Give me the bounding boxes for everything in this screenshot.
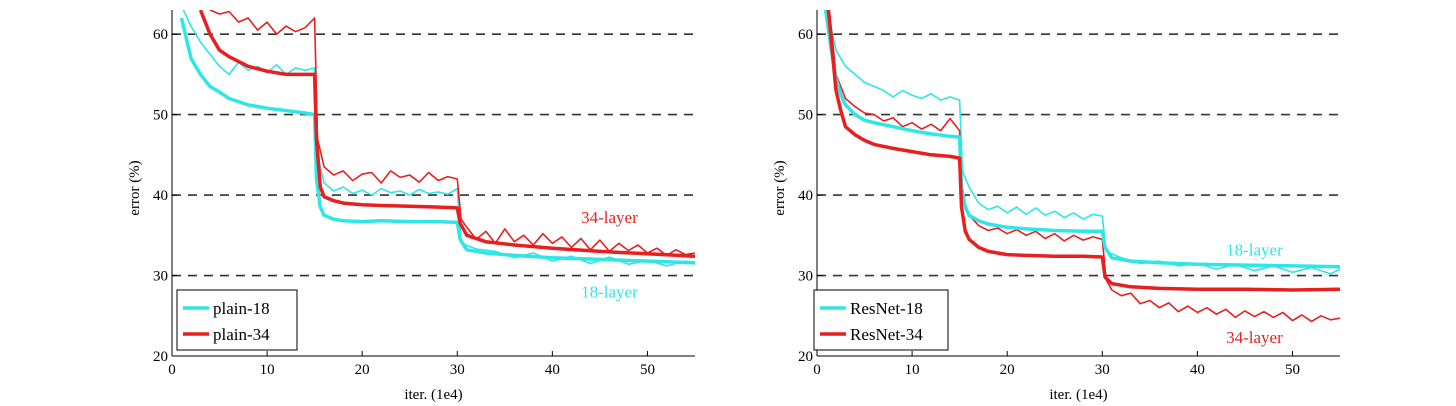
y-tick-label: 50 [153, 108, 168, 124]
x-tick-label: 0 [813, 362, 821, 378]
annotation-label: 34-layer [1226, 328, 1283, 347]
x-tick-label: 40 [545, 362, 560, 378]
series-ResNet-34-bold [826, 10, 1340, 292]
x-tick-label: 20 [355, 362, 370, 378]
y-tick-label: 60 [153, 27, 168, 43]
legend-box [813, 289, 949, 351]
y-axis-label: error (%) [772, 160, 788, 215]
series-plain-18-bold [179, 17, 695, 265]
legend-entry-label: plain-18 [213, 299, 270, 318]
y-tick-label: 20 [798, 349, 813, 365]
x-tick-label: 40 [1190, 362, 1205, 378]
x-tick-label: 50 [1285, 362, 1300, 378]
panel-2: 0 10 20 30 40 50 20 30 40 50 60 iter. (1e4) error (%… [772, 10, 1340, 403]
y-tick-label: 60 [798, 27, 813, 43]
y-tick-label: 20 [153, 349, 168, 365]
legend-entry-label: ResNet-34 [850, 325, 923, 344]
y-tick-label: 40 [153, 188, 168, 204]
y-tick-label: 50 [798, 108, 813, 124]
x-tick-label: 20 [1000, 362, 1015, 378]
series-ResNet-18-bold [823, 10, 1340, 269]
y-tick-label: 30 [798, 269, 813, 285]
annotation-label: 18-layer [581, 282, 638, 301]
panel-1: 0 10 20 30 40 50 20 30 40 50 60 iter. (1e4) error (%… [127, 10, 695, 403]
x-axis-label: iter. (1e4) [1049, 387, 1107, 403]
x-tick-label: 30 [450, 362, 465, 378]
legend-entry-label: ResNet-18 [850, 299, 923, 318]
x-tick-label: 0 [168, 362, 176, 378]
y-axis-label: error (%) [127, 160, 143, 215]
y-tick-label: 30 [153, 269, 168, 285]
legend-box [176, 289, 298, 351]
series-plain-34-thin [209, 10, 695, 257]
x-tick-label: 30 [1095, 362, 1110, 378]
series-plain-18-thin [182, 10, 695, 267]
series-ResNet-18-thin [826, 10, 1340, 275]
x-tick-label: 50 [640, 362, 655, 378]
x-axis-label: iter. (1e4) [404, 387, 462, 403]
x-tick-label: 10 [905, 362, 920, 378]
legend-entry-label: plain-34 [213, 325, 270, 344]
series-plain-34-bold [198, 10, 695, 258]
series-ResNet-34-thin [828, 10, 1340, 323]
y-tick-label: 40 [798, 188, 813, 204]
annotation-label: 34-layer [581, 208, 638, 227]
annotation-label: 18-layer [1226, 240, 1283, 259]
x-tick-label: 10 [260, 362, 275, 378]
